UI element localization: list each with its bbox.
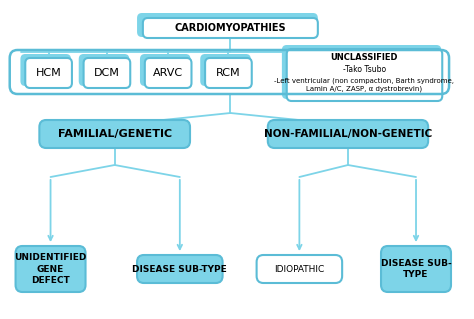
FancyBboxPatch shape [268, 120, 428, 148]
FancyBboxPatch shape [25, 58, 72, 88]
FancyBboxPatch shape [137, 13, 318, 37]
Text: HCM: HCM [36, 68, 62, 78]
Text: UNCLASSIFIED: UNCLASSIFIED [331, 54, 398, 63]
FancyBboxPatch shape [20, 54, 71, 86]
FancyBboxPatch shape [83, 58, 130, 88]
Text: FAMILIAL/GENETIC: FAMILIAL/GENETIC [58, 129, 172, 139]
FancyBboxPatch shape [256, 255, 342, 283]
Text: ARVC: ARVC [153, 68, 183, 78]
Text: DCM: DCM [94, 68, 120, 78]
FancyBboxPatch shape [287, 49, 442, 101]
Text: -Tako Tsubo: -Tako Tsubo [343, 65, 386, 75]
FancyBboxPatch shape [137, 255, 223, 283]
FancyBboxPatch shape [79, 54, 129, 86]
Text: DISEASE SUB-
TYPE: DISEASE SUB- TYPE [381, 259, 451, 279]
FancyBboxPatch shape [16, 246, 85, 292]
FancyBboxPatch shape [140, 54, 191, 86]
Text: CARDIOMYOPATHIES: CARDIOMYOPATHIES [174, 23, 286, 33]
Text: IDIOPATHIC: IDIOPATHIC [274, 264, 325, 273]
FancyBboxPatch shape [282, 45, 441, 99]
Text: NON-FAMILIAL/NON-GENETIC: NON-FAMILIAL/NON-GENETIC [264, 129, 432, 139]
FancyBboxPatch shape [381, 246, 451, 292]
FancyBboxPatch shape [200, 54, 251, 86]
Text: -Left ventricular (non compaction, Barth syndrome,
Lamin A/C, ZASP, α dystrobrev: -Left ventricular (non compaction, Barth… [274, 78, 455, 92]
Text: RCM: RCM [216, 68, 241, 78]
FancyBboxPatch shape [145, 58, 191, 88]
Text: DISEASE SUB-TYPE: DISEASE SUB-TYPE [132, 264, 227, 273]
FancyBboxPatch shape [39, 120, 190, 148]
FancyBboxPatch shape [143, 18, 318, 38]
Text: UNIDENTIFIED
GENE
DEFECT: UNIDENTIFIED GENE DEFECT [14, 253, 87, 285]
FancyBboxPatch shape [205, 58, 252, 88]
